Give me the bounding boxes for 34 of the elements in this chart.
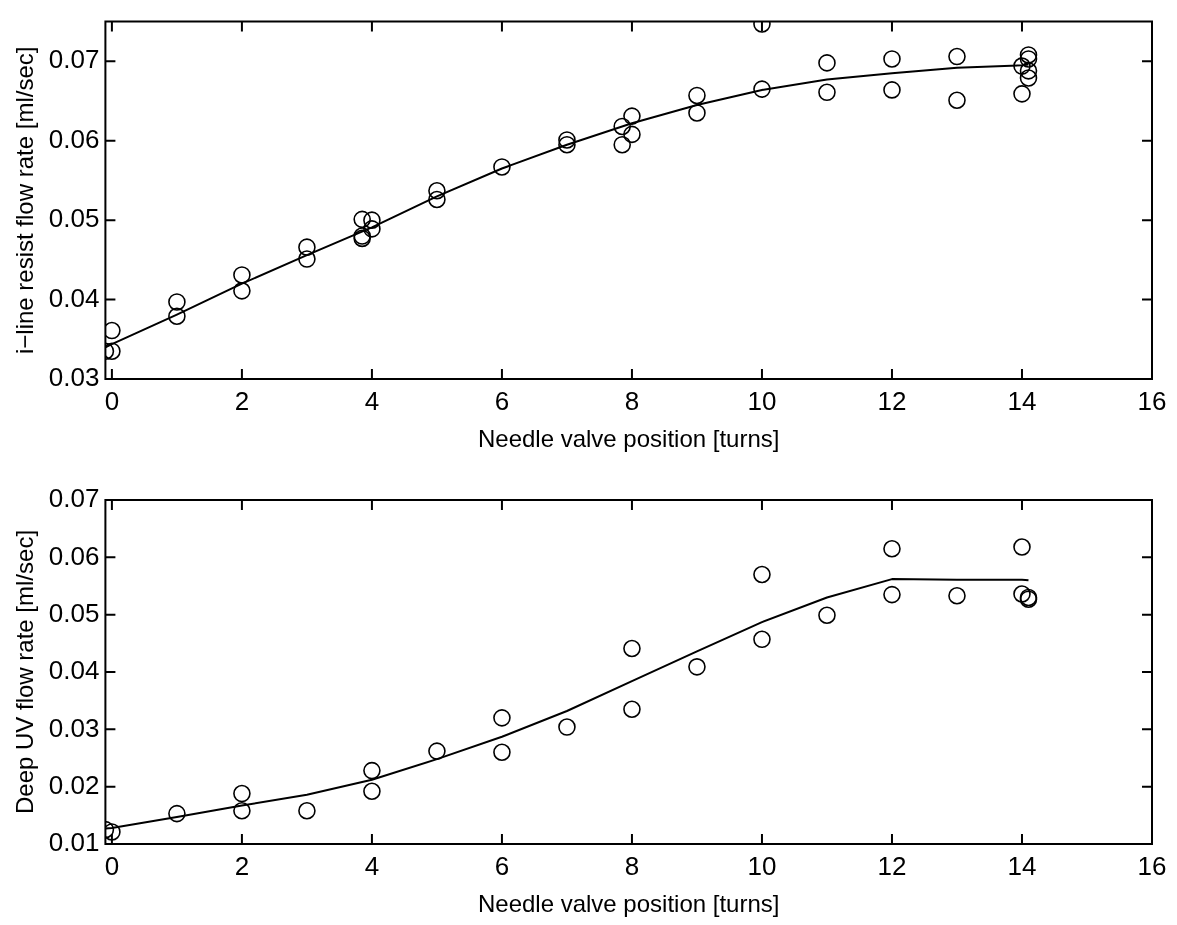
x-tick-label: 10 xyxy=(747,385,777,416)
y-tick-label: 0.06 xyxy=(48,540,100,571)
x-tick-label: 0 xyxy=(104,385,120,416)
y-tick-label: 0.02 xyxy=(48,769,100,800)
x-axis-title: Needle valve position [turns] xyxy=(477,425,780,453)
y-tick-label: 0.04 xyxy=(48,655,100,686)
x-tick-label: 14 xyxy=(1007,850,1037,881)
x-tick-label: 8 xyxy=(624,850,640,881)
x-tick-label: 4 xyxy=(364,385,380,416)
y-tick-label: 0.05 xyxy=(48,203,100,234)
x-tick-label: 0 xyxy=(104,850,120,881)
x-tick-label: 8 xyxy=(624,385,640,416)
y-tick-label: 0.07 xyxy=(48,483,100,514)
x-tick-label: 2 xyxy=(234,385,250,416)
x-tick-label: 16 xyxy=(1137,850,1167,881)
y-axis-title: Deep UV flow rate [ml/sec] xyxy=(11,529,39,815)
y-tick-label: 0.03 xyxy=(48,712,100,743)
x-tick-label: 4 xyxy=(364,850,380,881)
x-tick-label: 14 xyxy=(1007,385,1037,416)
y-tick-label: 0.03 xyxy=(48,362,100,393)
x-axis-title: Needle valve position [turns] xyxy=(477,890,780,918)
y-axis-title: i−line resist flow rate [ml/sec] xyxy=(11,46,39,355)
y-tick-label: 0.07 xyxy=(48,44,100,75)
y-tick-label: 0.05 xyxy=(48,597,100,628)
x-tick-label: 6 xyxy=(494,850,510,881)
x-tick-label: 10 xyxy=(747,850,777,881)
x-tick-label: 12 xyxy=(877,385,907,416)
x-tick-label: 16 xyxy=(1137,385,1167,416)
y-tick-label: 0.06 xyxy=(48,123,100,154)
x-tick-label: 6 xyxy=(494,385,510,416)
x-tick-label: 2 xyxy=(234,850,250,881)
y-tick-label: 0.04 xyxy=(48,282,100,313)
x-tick-label: 12 xyxy=(877,850,907,881)
y-tick-label: 0.01 xyxy=(48,827,100,858)
